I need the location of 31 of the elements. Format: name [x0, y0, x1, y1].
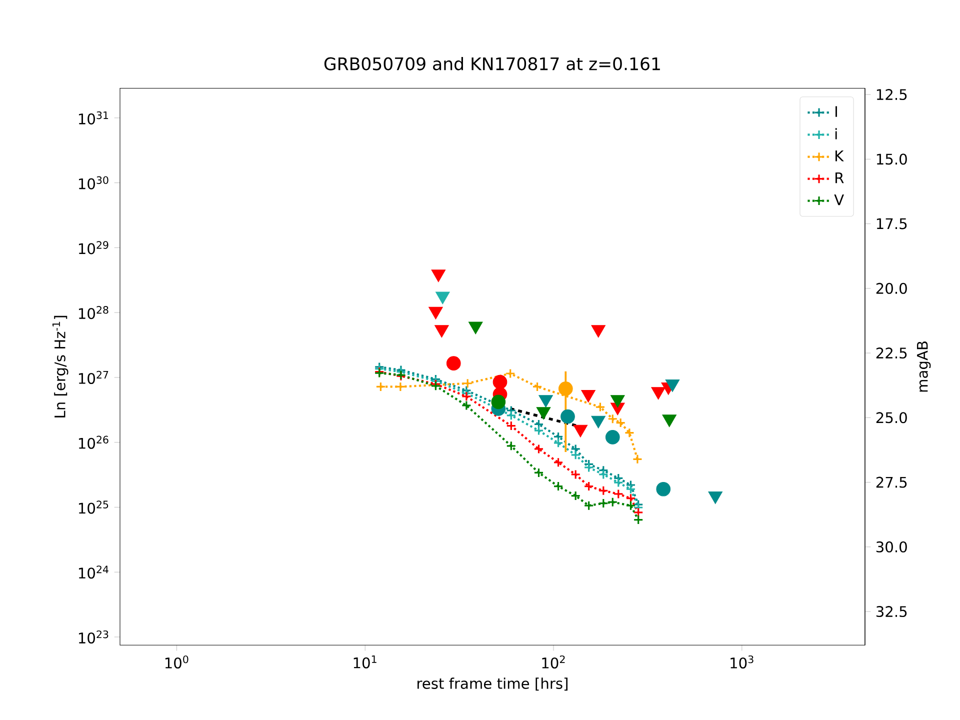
legend-label: i: [835, 128, 837, 140]
y-tick-label: 10$^{27}$: [78, 370, 108, 384]
y2-tick-label: 32.5: [876, 606, 907, 618]
y2-tick-label: 12.5: [876, 89, 907, 100]
x-tick-label: 10$^{1}$: [354, 655, 376, 668]
legend-label: R: [836, 172, 844, 184]
y2-tick-label: 30.0: [876, 541, 907, 552]
x-tick-label: 10$^{2}$: [542, 655, 565, 669]
y-tick-label: 10$^{25}$: [78, 500, 108, 514]
y-tick-label: 10$^{26}$: [78, 436, 108, 449]
y-tick-label: 10$^{28}$: [78, 306, 108, 320]
y-tick-label: 10$^{29}$: [78, 241, 108, 254]
x-tick-label: 10$^{3}$: [730, 655, 754, 669]
legend-label: V: [834, 194, 844, 206]
y2-axis-title: magAB: [917, 342, 931, 392]
legend-label: K: [836, 150, 844, 162]
y2-tick-label: 27.5: [876, 476, 907, 488]
y2-tick-label: 20.0: [876, 282, 907, 294]
y2-tick-label: 25.0: [876, 412, 907, 424]
y2-tick-label: 22.5: [876, 348, 907, 359]
y-axis-title: Ln [erg/s Hz$^{-1}$]: [52, 316, 68, 418]
y-tick-label: 10$^{31}$: [78, 111, 108, 124]
y-tick-label: 10$^{23}$: [78, 630, 108, 644]
y2-tick-label: 17.5: [876, 218, 907, 230]
y-tick-label: 10$^{30}$: [78, 176, 108, 190]
x-tick-label: 10$^{0}$: [165, 655, 188, 669]
y-tick-label: 10$^{24}$: [78, 566, 108, 579]
y2-tick-label: 15.0: [876, 154, 907, 165]
chart-title: GRB050709 and KN170817 at z=0.161: [324, 56, 660, 70]
legend-label: I: [836, 106, 837, 117]
x-axis-title: rest frame time [hrs]: [418, 678, 568, 691]
